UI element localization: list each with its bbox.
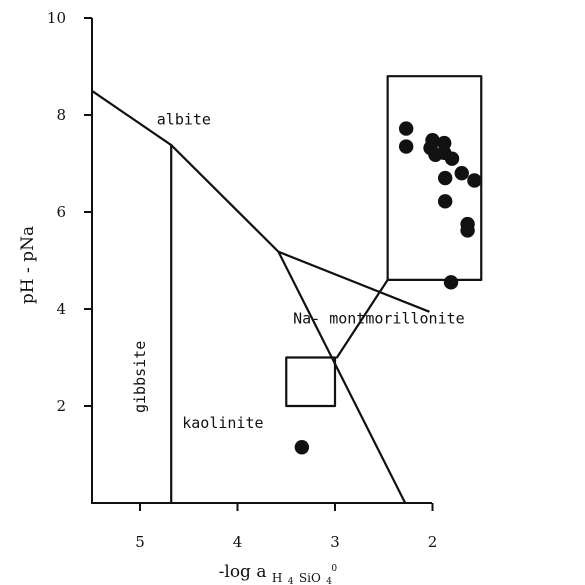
data-point	[444, 151, 460, 166]
x-axis-title-sub: H	[272, 571, 282, 585]
y-tick-label: 6	[56, 203, 66, 221]
boundary-line	[277, 250, 407, 505]
y-tick-label: 2	[56, 397, 66, 415]
field-label: kaolinite	[182, 414, 263, 432]
y-tick-label: 10	[47, 9, 66, 27]
field-label: gibbsite	[131, 341, 149, 413]
x-axis-title-sub-3: SiO	[299, 571, 321, 585]
x-axis-title: -log a H 4 SiO 4 0	[219, 562, 338, 585]
x-axis-title-main: -log a	[219, 562, 267, 582]
data-point	[454, 166, 469, 181]
x-tick-label: 3	[330, 533, 340, 551]
phase-boundaries	[92, 90, 430, 505]
field-labels: albite gibbsite kaolinite Na- montmorilloni…	[131, 111, 465, 432]
x-axis-title-sub-4: 4	[326, 577, 332, 585]
data-point	[294, 440, 310, 455]
axis-frame	[91, 18, 432, 504]
connector-line	[335, 278, 389, 359]
data-points	[294, 121, 482, 455]
x-axis-title-sub-2: 4	[288, 577, 294, 585]
data-point	[437, 194, 453, 209]
y-tick-label: 4	[56, 300, 66, 318]
data-point	[460, 223, 475, 238]
inset-box	[386, 75, 483, 281]
ticks: 5 4 3 2 2 4 6 8 10	[47, 9, 437, 551]
data-point	[443, 275, 459, 290]
x-tick-label: 5	[135, 533, 145, 551]
inset	[285, 75, 483, 408]
data-point	[398, 121, 414, 136]
field-label: Na- montmorillonite	[293, 310, 465, 328]
x-axis-title-sup: 0	[331, 564, 337, 574]
axes	[91, 18, 432, 504]
field-label: albite	[157, 111, 211, 129]
data-point	[467, 173, 482, 188]
data-point	[437, 170, 453, 186]
y-tick-label: 8	[56, 106, 66, 124]
boundary-line	[92, 90, 430, 313]
y-axis-title: pH - pNa	[18, 226, 38, 304]
x-tick-label: 4	[233, 533, 243, 551]
highlight-box	[285, 356, 337, 408]
data-point	[398, 139, 414, 154]
x-tick-label: 2	[428, 533, 438, 551]
